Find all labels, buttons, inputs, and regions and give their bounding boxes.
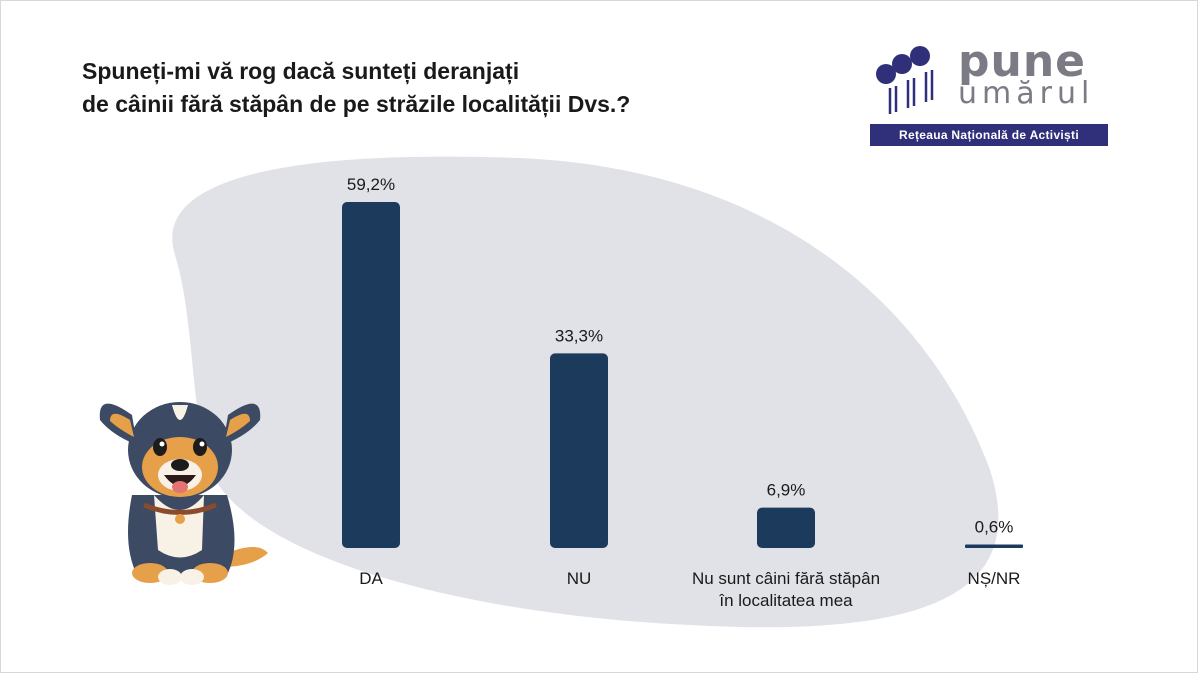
logo-tagline: Rețeaua Națională de Activiști bbox=[870, 124, 1108, 146]
logo-word-umarul: umărul bbox=[958, 76, 1095, 111]
category-label-3: NȘ/NR bbox=[968, 569, 1021, 588]
dog-illustration bbox=[99, 402, 268, 585]
bar-0 bbox=[342, 202, 400, 548]
value-label-2: 6,9% bbox=[767, 481, 806, 500]
people-icon bbox=[876, 46, 934, 114]
chart-title: Spuneți-mi vă rog dacă sunteți deranjați… bbox=[82, 55, 630, 121]
value-label-1: 33,3% bbox=[555, 326, 603, 345]
value-label-3: 0,6% bbox=[975, 517, 1014, 536]
bar-1 bbox=[550, 353, 608, 548]
bar-2 bbox=[757, 507, 815, 548]
pune-umarul-logo: pune umărul Rețeaua Națională de Activiș… bbox=[870, 36, 1115, 147]
logo-word-pune: pune bbox=[958, 36, 1086, 87]
category-label-1: NU bbox=[567, 569, 592, 588]
chart-title-line-1: Spuneți-mi vă rog dacă sunteți deranjați bbox=[82, 58, 520, 84]
value-label-0: 59,2% bbox=[347, 175, 395, 194]
chart-title-line-2: de câinii fără stăpân de pe străzile loc… bbox=[82, 91, 631, 117]
category-label-0: DA bbox=[359, 569, 383, 588]
bar-3 bbox=[965, 544, 1023, 548]
category-label-2-line-0: Nu sunt câini fără stăpân bbox=[692, 569, 880, 588]
category-label-2-line-1: în localitatea mea bbox=[718, 591, 853, 610]
